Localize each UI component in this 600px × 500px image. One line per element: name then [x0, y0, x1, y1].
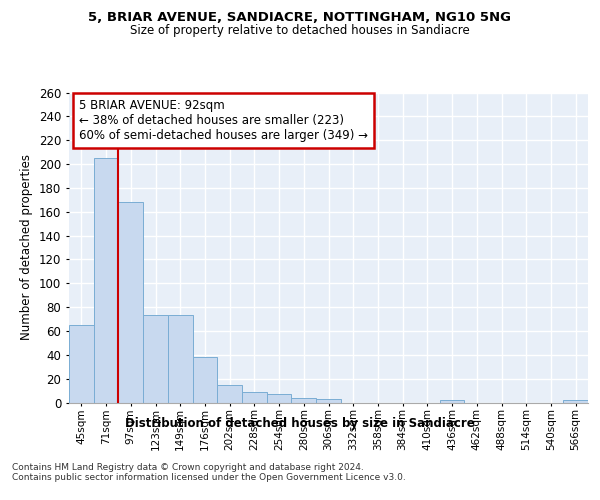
- Bar: [242, 392, 267, 402]
- Bar: [563, 400, 588, 402]
- Bar: [69, 325, 94, 402]
- Text: 5, BRIAR AVENUE, SANDIACRE, NOTTINGHAM, NG10 5NG: 5, BRIAR AVENUE, SANDIACRE, NOTTINGHAM, …: [89, 11, 511, 24]
- Text: Size of property relative to detached houses in Sandiacre: Size of property relative to detached ho…: [130, 24, 470, 37]
- Text: 5 BRIAR AVENUE: 92sqm
← 38% of detached houses are smaller (223)
60% of semi-det: 5 BRIAR AVENUE: 92sqm ← 38% of detached …: [79, 98, 368, 142]
- Bar: [118, 202, 143, 402]
- Bar: [217, 384, 242, 402]
- Bar: [292, 398, 316, 402]
- Bar: [168, 316, 193, 402]
- Bar: [316, 399, 341, 402]
- Bar: [440, 400, 464, 402]
- Bar: [267, 394, 292, 402]
- Bar: [193, 357, 217, 403]
- Text: Distribution of detached houses by size in Sandiacre: Distribution of detached houses by size …: [125, 418, 475, 430]
- Y-axis label: Number of detached properties: Number of detached properties: [20, 154, 34, 340]
- Text: Contains HM Land Registry data © Crown copyright and database right 2024.
Contai: Contains HM Land Registry data © Crown c…: [12, 462, 406, 482]
- Bar: [94, 158, 118, 402]
- Bar: [143, 316, 168, 402]
